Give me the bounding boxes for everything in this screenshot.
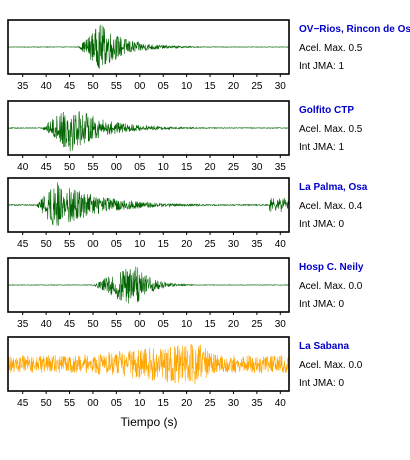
station-jma-intensity: Int JMA: 0 — [299, 378, 345, 389]
x-tick-label: 45 — [17, 239, 29, 250]
panel-1: 35 40 45 50 55 00 05 10 15 20 25 30 — [7, 19, 290, 92]
x-tick-label: 20 — [228, 319, 240, 330]
x-tick-label: 40 — [41, 319, 53, 330]
x-tick-label: 00 — [134, 81, 146, 92]
x-tick-label: 35 — [275, 162, 287, 173]
x-tick-label: 25 — [228, 162, 240, 173]
seismic-trace — [7, 24, 290, 69]
x-tick-label: 05 — [158, 319, 170, 330]
x-tick-label: 30 — [228, 239, 240, 250]
x-tick-label: 50 — [87, 81, 99, 92]
x-tick-label: 55 — [64, 239, 76, 250]
station-name: La Sabana — [299, 341, 350, 352]
x-tick-label: 10 — [181, 319, 193, 330]
x-tick-label: 35 — [251, 239, 263, 250]
station-max-acceleration: Acel. Max. 0.4 — [299, 201, 363, 212]
x-tick-label: 25 — [204, 239, 216, 250]
seismic-trace — [7, 344, 290, 385]
station-jma-intensity: Int JMA: 0 — [299, 299, 345, 310]
x-tick-label: 10 — [134, 398, 146, 409]
x-tick-label: 45 — [64, 81, 76, 92]
panel-frame — [7, 19, 290, 75]
x-tick-label: 55 — [111, 81, 123, 92]
x-tick-label: 20 — [228, 81, 240, 92]
station-jma-intensity: Int JMA: 1 — [299, 61, 345, 72]
x-tick-label: 35 — [17, 81, 29, 92]
x-tick-label: 15 — [204, 319, 216, 330]
x-tick-label: 00 — [111, 162, 123, 173]
station-name: OV−Rios, Rincon de Os — [299, 24, 410, 35]
x-tick-label: 00 — [87, 398, 99, 409]
x-tick-label: 10 — [181, 81, 193, 92]
x-tick-label: 40 — [275, 239, 287, 250]
seismic-trace — [7, 111, 290, 152]
x-tick-label: 25 — [204, 398, 216, 409]
panel-frame — [7, 257, 290, 313]
panel-frame — [7, 336, 290, 392]
x-tick-label: 55 — [87, 162, 99, 173]
x-tick-label: 55 — [111, 319, 123, 330]
x-tick-label: 15 — [158, 398, 170, 409]
x-tick-label: 15 — [204, 81, 216, 92]
station-jma-intensity: Int JMA: 0 — [299, 219, 345, 230]
x-tick-label: 05 — [111, 239, 123, 250]
x-tick-label: 25 — [251, 319, 263, 330]
x-tick-label: 45 — [41, 162, 53, 173]
station-max-acceleration: Acel. Max. 0.5 — [299, 43, 363, 54]
panel-5: 45 50 55 00 05 10 15 20 25 30 35 40 — [7, 336, 290, 409]
x-tick-label: 40 — [17, 162, 29, 173]
panel-frame — [7, 100, 290, 156]
x-tick-label: 45 — [17, 398, 29, 409]
x-tick-label: 35 — [251, 398, 263, 409]
station-name: Hosp C. Neily — [299, 262, 364, 273]
x-tick-label: 30 — [251, 162, 263, 173]
station-jma-intensity: Int JMA: 1 — [299, 142, 345, 153]
x-tick-label: 20 — [181, 239, 193, 250]
x-tick-label: 15 — [158, 239, 170, 250]
station-max-acceleration: Acel. Max. 0.0 — [299, 281, 363, 292]
x-tick-label: 05 — [134, 162, 146, 173]
x-tick-label: 35 — [17, 319, 29, 330]
x-tick-label: 40 — [275, 398, 287, 409]
x-tick-label: 20 — [181, 398, 193, 409]
station-max-acceleration: Acel. Max. 0.0 — [299, 360, 363, 371]
x-tick-label: 50 — [41, 239, 53, 250]
x-tick-label: 10 — [158, 162, 170, 173]
x-tick-label: 05 — [111, 398, 123, 409]
x-tick-label: 15 — [181, 162, 193, 173]
station-name: Golfito CTP — [299, 105, 354, 116]
station-max-acceleration: Acel. Max. 0.5 — [299, 124, 363, 135]
x-tick-label: 50 — [87, 319, 99, 330]
x-tick-label: 00 — [134, 319, 146, 330]
x-tick-label: 20 — [204, 162, 216, 173]
seismic-trace — [7, 266, 290, 304]
x-tick-label: 25 — [251, 81, 263, 92]
station-name: La Palma, Osa — [299, 182, 368, 193]
panel-2: 40 45 50 55 00 05 10 15 20 25 30 35 — [7, 100, 290, 173]
x-tick-label: 50 — [64, 162, 76, 173]
panel-3: 45 50 55 00 05 10 15 20 25 30 35 40 — [7, 177, 290, 250]
x-tick-label: 05 — [158, 81, 170, 92]
x-axis-label: Tiempo (s) — [120, 415, 178, 429]
x-tick-label: 30 — [275, 81, 287, 92]
x-tick-label: 30 — [228, 398, 240, 409]
seismic-trace — [7, 182, 290, 226]
x-tick-label: 00 — [87, 239, 99, 250]
panel-frame — [7, 177, 290, 233]
x-tick-label: 30 — [275, 319, 287, 330]
x-tick-label: 40 — [41, 81, 53, 92]
panel-4: 35 40 45 50 55 00 05 10 15 20 25 30 — [7, 257, 290, 330]
x-tick-label: 50 — [41, 398, 53, 409]
x-tick-label: 55 — [64, 398, 76, 409]
x-tick-label: 10 — [134, 239, 146, 250]
x-tick-label: 45 — [64, 319, 76, 330]
